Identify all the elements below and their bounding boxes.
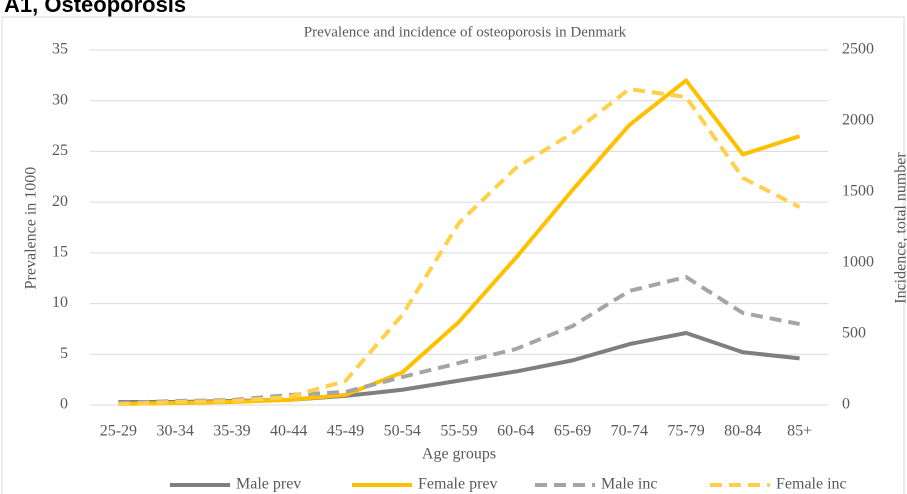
series-line bbox=[118, 330, 800, 404]
y-tick-label: 15 bbox=[52, 244, 68, 261]
x-tick-label: 40-44 bbox=[270, 423, 307, 440]
x-tick-label: 50-54 bbox=[384, 423, 421, 440]
y-tick-label: 35 bbox=[52, 41, 68, 58]
y-tick-label: 25 bbox=[52, 142, 68, 159]
y2-tick-label: 2500 bbox=[842, 41, 874, 58]
legend-label: Female prev bbox=[418, 476, 498, 493]
x-tick-label: 60-64 bbox=[497, 423, 534, 440]
y-tick-label: 20 bbox=[52, 193, 68, 210]
header: A1, Osteoporosis bbox=[4, 0, 186, 17]
y2-tick-label: 500 bbox=[842, 325, 866, 342]
series-line bbox=[118, 275, 800, 406]
y-tick-label: 30 bbox=[52, 91, 68, 108]
x-tick-label: 85+ bbox=[787, 423, 812, 440]
legend-label: Female inc bbox=[776, 476, 847, 493]
y-tick-label: 0 bbox=[60, 396, 68, 413]
x-tick-label: 45-49 bbox=[327, 423, 364, 440]
x-axis-label: Age groups bbox=[422, 446, 496, 463]
y-tick-label: 10 bbox=[52, 294, 68, 311]
legend-label: Male prev bbox=[236, 476, 301, 493]
x-tick-label: 75-79 bbox=[667, 423, 704, 440]
series-line bbox=[118, 87, 801, 407]
chart-frame bbox=[1, 16, 905, 494]
x-tick-label: 70-74 bbox=[611, 423, 648, 440]
x-tick-label: 55-59 bbox=[440, 423, 477, 440]
x-tick-label: 35-39 bbox=[213, 423, 250, 440]
chart-title: Prevalence and incidence of osteoporosis… bbox=[304, 24, 627, 40]
y2-axis-label: Incidence, total number bbox=[893, 152, 907, 304]
y-axis-label: Prevalence in 1000 bbox=[23, 167, 40, 290]
y2-tick-label: 1000 bbox=[842, 254, 874, 271]
x-tick-label: 30-34 bbox=[156, 423, 193, 440]
legend-label: Male inc bbox=[601, 476, 657, 493]
x-tick-label: 80-84 bbox=[724, 423, 761, 440]
y2-tick-label: 0 bbox=[842, 396, 850, 413]
y2-tick-label: 1500 bbox=[842, 183, 874, 200]
y2-tick-label: 2000 bbox=[842, 112, 874, 129]
y-tick-label: 5 bbox=[60, 345, 68, 362]
series-line bbox=[118, 78, 801, 406]
x-tick-label: 65-69 bbox=[554, 423, 591, 440]
x-tick-label: 25-29 bbox=[100, 423, 137, 440]
